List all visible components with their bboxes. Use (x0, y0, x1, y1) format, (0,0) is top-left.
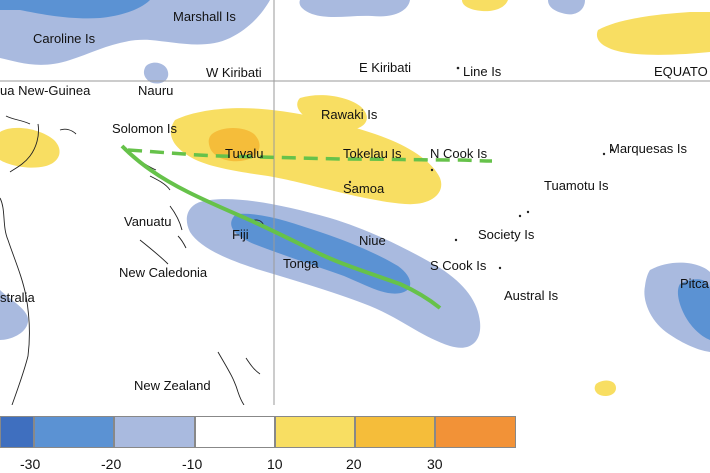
label-tuvalu: Tuvalu (225, 146, 264, 161)
png-islands (5, 115, 77, 135)
png-coast (9, 123, 39, 173)
legend-swatch-neutral (195, 416, 275, 448)
new-zealand-coast (217, 351, 261, 405)
label-solomon-islands: Solomon Is (112, 121, 178, 136)
coastlines (0, 115, 265, 405)
label-papua-new-guinea: ua New-Guinea (0, 83, 91, 98)
map-canvas (0, 0, 710, 405)
wet-mid-regions (208, 128, 260, 162)
label-marquesas-islands: Marquesas Is (609, 141, 688, 156)
label-new-zealand: New Zealand (134, 378, 211, 393)
label-australia: stralia (0, 290, 35, 305)
label-vanuatu: Vanuatu (124, 214, 172, 229)
australia-coast (0, 197, 30, 405)
rainfall-anomaly-map: Marshall Is Caroline Is W Kiribati E Kir… (0, 0, 710, 405)
spcz-climatology-line (127, 148, 493, 163)
legend-swatch-above-30 (435, 416, 516, 448)
island-dots (348, 66, 614, 270)
legend-tick-minus-10: -10 (182, 456, 203, 472)
legend-swatch-20-30 (355, 416, 435, 448)
legend-tick-minus-20: -20 (101, 456, 122, 472)
label-tokelau-islands: Tokelau Is (343, 146, 402, 161)
label-nauru: Nauru (138, 83, 174, 98)
label-marshall-islands: Marshall Is (173, 9, 236, 24)
new-caledonia-coast (139, 239, 169, 265)
vanuatu-islands (169, 205, 187, 249)
legend-tick-20: 20 (346, 456, 362, 472)
label-tuamotu-islands: Tuamotu Is (544, 178, 609, 193)
label-pitcairn: Pitca (680, 276, 709, 291)
graticule (0, 0, 710, 405)
label-rawaki-islands: Rawaki Is (321, 107, 378, 122)
label-line-islands: Line Is (463, 64, 502, 79)
legend-tick-minus-30: -30 (20, 456, 41, 472)
label-e-kiribati: E Kiribati (359, 60, 412, 75)
color-legend: -30 -20 -10 10 20 30 (0, 416, 710, 473)
legend-tick-30: 30 (427, 456, 443, 472)
label-caroline-islands: Caroline Is (33, 31, 96, 46)
label-samoa: Samoa (343, 181, 385, 196)
label-society-islands: Society Is (478, 227, 535, 242)
label-w-kiribati: W Kiribati (206, 65, 262, 80)
label-tonga: Tonga (283, 256, 319, 271)
spcz-observed-line (120, 144, 442, 310)
map-background (0, 0, 710, 405)
legend-swatch-20-10 (114, 416, 195, 448)
label-new-caledonia: New Caledonia (119, 265, 208, 280)
label-austral-islands: Austral Is (504, 288, 559, 303)
legend-swatch-30-20 (34, 416, 114, 448)
legend-swatch-below-30 (0, 416, 34, 448)
legend-tick-10: 10 (267, 456, 283, 472)
label-n-cook-islands: N Cook Is (430, 146, 488, 161)
legend-swatch-10-20 (275, 416, 355, 448)
label-equator: EQUATO (654, 64, 708, 79)
label-niue: Niue (359, 233, 386, 248)
label-fiji: Fiji (232, 227, 249, 242)
label-s-cook-islands: S Cook Is (430, 258, 487, 273)
